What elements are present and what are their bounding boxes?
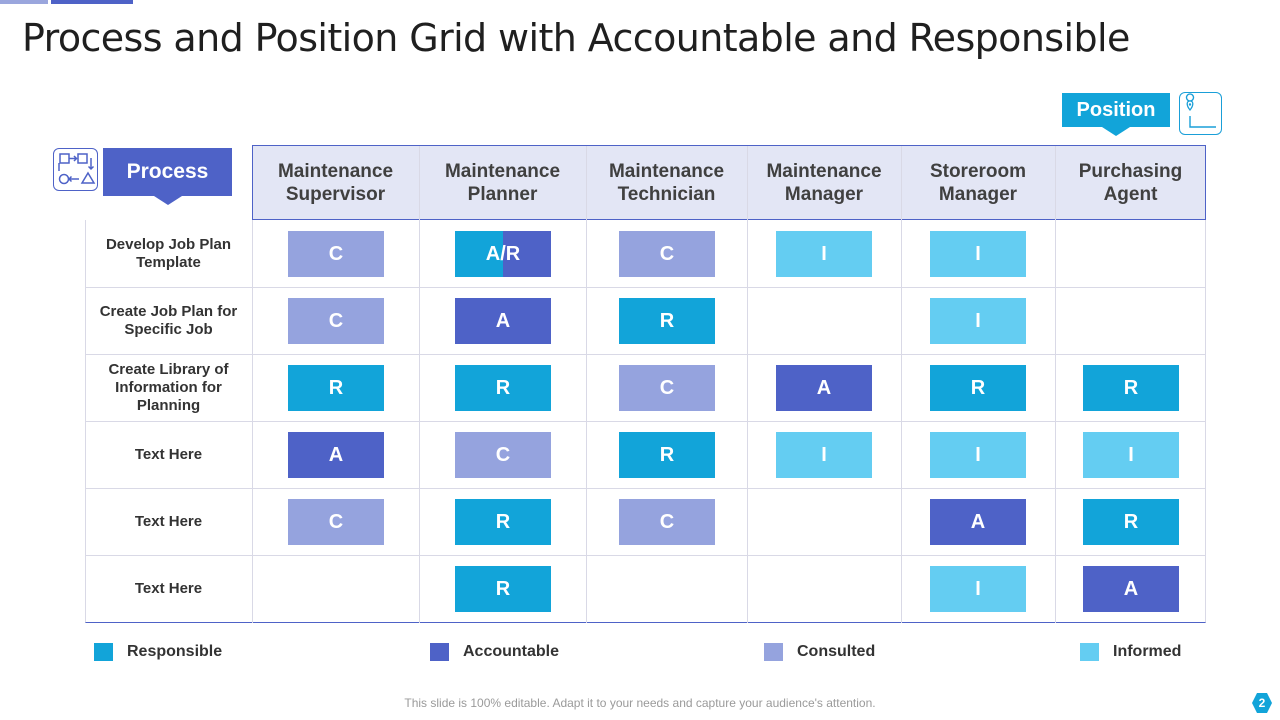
column-header: Storeroom Manager xyxy=(929,160,1027,205)
grid-divider-horizontal xyxy=(86,555,1206,556)
legend-label: Accountable xyxy=(463,643,560,660)
raci-cell: R xyxy=(930,365,1026,411)
row-label: Text Here xyxy=(134,580,203,597)
column-header: Purchasing Agent xyxy=(1078,160,1183,205)
raci-cell: R xyxy=(288,365,384,411)
raci-cell: I xyxy=(930,432,1026,478)
grid-divider-vertical xyxy=(747,146,748,623)
raci-cell: C xyxy=(455,432,551,478)
raci-cell: R xyxy=(619,432,715,478)
legend-swatch xyxy=(94,643,113,661)
raci-cell: C xyxy=(619,499,715,545)
legend-swatch xyxy=(1080,643,1099,661)
raci-cell: I xyxy=(1083,432,1179,478)
column-header: Maintenance Planner xyxy=(444,160,561,205)
accent-bar-light xyxy=(0,0,48,4)
row-label: Text Here xyxy=(134,512,203,530)
row-label: Develop Job Plan Template xyxy=(105,235,232,271)
page-number-badge: 2 xyxy=(1252,693,1272,713)
raci-cell: C xyxy=(619,231,715,277)
raci-cell: R xyxy=(1083,499,1179,545)
raci-cell: A xyxy=(930,499,1026,545)
raci-cell: I xyxy=(930,298,1026,344)
raci-cell: R xyxy=(455,499,551,545)
grid-divider-horizontal xyxy=(86,421,1206,422)
legend-label: Consulted xyxy=(797,643,876,660)
raci-cell: A xyxy=(776,365,872,411)
process-tag: Process xyxy=(103,148,232,205)
grid-divider-horizontal xyxy=(86,287,1206,288)
legend-item-responsible: Responsible xyxy=(94,643,222,661)
raci-cell: I xyxy=(930,566,1026,612)
raci-cell: A/R xyxy=(455,231,551,277)
legend-label: Responsible xyxy=(127,643,223,660)
grid-divider-vertical xyxy=(1055,146,1056,623)
grid-divider-vertical xyxy=(419,146,420,623)
grid-divider-horizontal xyxy=(86,354,1206,355)
row-label: Create Job Plan for Specific Job xyxy=(99,302,238,338)
row-label: Create Library of Information for Planni… xyxy=(108,360,229,414)
legend-item-informed: Informed xyxy=(1080,643,1181,661)
location-chart-icon xyxy=(1179,92,1222,135)
grid-divider-vertical xyxy=(586,146,587,623)
column-header: Maintenance Manager xyxy=(766,160,882,205)
raci-cell: C xyxy=(288,499,384,545)
accent-bar-dark xyxy=(51,0,133,4)
raci-cell: A xyxy=(1083,566,1179,612)
process-flow-icon xyxy=(53,148,98,191)
position-tag: Position xyxy=(1062,93,1170,136)
raci-cell: R xyxy=(455,365,551,411)
column-header: Maintenance Supervisor xyxy=(277,160,394,205)
legend-label: Informed xyxy=(1113,643,1182,660)
raci-cell: C xyxy=(288,231,384,277)
slide-title: Process and Position Grid with Accountab… xyxy=(22,16,1130,60)
row-label: Text Here xyxy=(134,445,203,463)
legend-swatch xyxy=(764,643,783,661)
raci-cell: A xyxy=(455,298,551,344)
raci-cell: R xyxy=(619,298,715,344)
grid-divider-horizontal xyxy=(86,488,1206,489)
column-header: Maintenance Technician xyxy=(608,160,725,205)
legend-swatch xyxy=(430,643,449,661)
raci-cell: I xyxy=(776,432,872,478)
legend-item-consulted: Consulted xyxy=(764,643,875,661)
raci-cell: R xyxy=(455,566,551,612)
footer-note: This slide is 100% editable. Adapt it to… xyxy=(404,696,876,710)
raci-cell: A xyxy=(288,432,384,478)
raci-cell: R xyxy=(1083,365,1179,411)
legend-item-accountable: Accountable xyxy=(430,643,559,661)
grid-divider-vertical xyxy=(901,146,902,623)
raci-cell: I xyxy=(776,231,872,277)
column-header-band xyxy=(252,145,1206,220)
raci-cell: I xyxy=(930,231,1026,277)
raci-cell: C xyxy=(288,298,384,344)
raci-cell: C xyxy=(619,365,715,411)
